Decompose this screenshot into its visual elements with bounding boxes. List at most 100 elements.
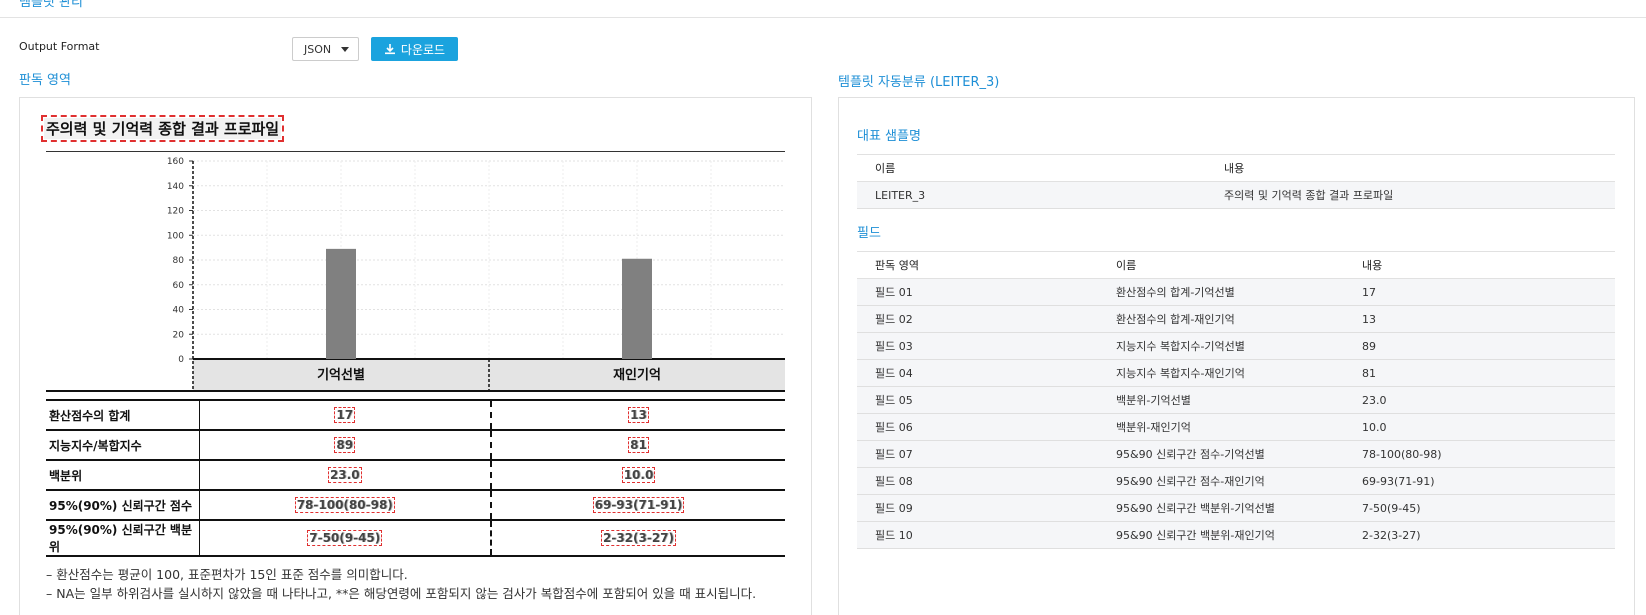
score-cell-memory-screening: 89 [199,429,492,460]
sample-name: LEITER_3 [857,181,1224,209]
score-row-label: 백분위 [46,459,200,490]
y-tick-label: 120 [167,207,184,217]
sample-row[interactable]: LEITER_3 주의력 및 기억력 종합 결과 프로파일 [857,181,1615,209]
field-name: 환산점수의 합계-재인기억 [1116,305,1362,333]
field-row[interactable]: 필드 01 환산점수의 합계-기억선별 17 [857,278,1615,306]
field-row[interactable]: 필드 09 95&90 신뢰구간 백분위-기억선별 7-50(9-45) [857,494,1615,522]
bar-2 [622,258,652,359]
score-row: 95%(90%) 신뢰구간 점수 78-100(80-98) 69-93(71-91… [46,489,785,520]
score-cell-memory-screening: 78-100(80-98) [199,489,492,520]
top-bar: 템플릿 관리 [0,0,1646,18]
field-content: 89 [1362,332,1615,360]
output-format-label: Output Format [19,40,100,53]
score-value[interactable]: 13 [628,407,649,423]
y-tick-label: 20 [173,330,185,340]
score-row: 환산점수의 합계 17 13 [46,399,785,430]
score-cell-recognition-memory: 13 [491,399,785,430]
field-content: 7-50(9-45) [1362,494,1615,522]
template-classification-title: 템플릿 자동분류 (LEITER_3) [838,75,1000,90]
score-value[interactable]: 89 [334,437,356,453]
field-row[interactable]: 필드 03 지능지수 복합지수-기억선별 89 [857,332,1615,360]
score-row-label: 95%(90%) 신뢰구간 점수 [46,489,200,520]
score-value[interactable]: 23.0 [327,467,362,483]
download-icon [384,44,395,55]
field-area: 필드 02 [857,305,1116,333]
y-tick-label: 160 [167,157,184,167]
y-tick-label: 60 [173,281,185,291]
score-row-label: 지능지수/복합지수 [46,429,200,460]
score-row-label: 95%(90%) 신뢰구간 백분위 [46,519,200,557]
score-value[interactable]: 2-32(3-27) [600,530,677,546]
score-value[interactable]: 17 [334,407,356,423]
field-name: 95&90 신뢰구간 백분위-재인기억 [1116,521,1362,549]
download-label: 다운로드 [400,42,446,57]
score-cell-memory-screening: 7-50(9-45) [199,519,492,557]
output-format-select[interactable]: JSON [292,37,359,61]
field-row[interactable]: 필드 04 지능지수 복합지수-재인기억 81 [857,359,1615,387]
y-tick-label: 100 [167,231,184,241]
sample-header-content: 내용 [1224,154,1615,182]
score-table: 환산점수의 합계 17 13 지능지수/복합지수 89 81 백분위 23.0 10.0 95%(… [46,399,785,557]
field-row[interactable]: 필드 02 환산점수의 합계-재인기억 13 [857,305,1615,333]
sample-table: 이름 내용 LEITER_3 주의력 및 기억력 종합 결과 프로파일 [857,154,1615,209]
y-tick-label: 140 [167,182,184,192]
score-cell-recognition-memory: 2-32(3-27) [491,519,785,557]
score-value[interactable]: 10.0 [621,467,656,483]
score-cell-memory-screening: 17 [199,399,492,430]
field-area: 필드 05 [857,386,1116,414]
breadcrumb[interactable]: 템플릿 관리 [19,0,83,10]
category-label: 기억선별 [317,367,365,383]
note-1: – 환산점수는 평균이 100, 표준편차가 15인 표준 점수를 의미합니다. [46,567,408,582]
category-label: 재인기억 [613,367,661,383]
reading-area-title: 판독 영역 [19,73,71,88]
field-name: 지능지수 복합지수-기억선별 [1116,332,1362,360]
field-row[interactable]: 필드 07 95&90 신뢰구간 점수-기억선별 78-100(80-98) [857,440,1615,468]
score-value[interactable]: 69-93(71-91) [592,497,685,513]
field-name: 백분위-기억선별 [1116,386,1362,414]
score-row: 지능지수/복합지수 89 81 [46,429,785,460]
field-name: 환산점수의 합계-기억선별 [1116,278,1362,306]
sample-heading: 대표 샘플명 [857,129,921,144]
fields-header-area: 판독 영역 [857,251,1116,279]
bar-chart: 0 20 40 60 80 100 120 140 160 기억선별 재인기억 [46,151,785,392]
field-name: 95&90 신뢰구간 점수-재인기억 [1116,467,1362,495]
note-2: – NA는 일부 하위검사를 실시하지 않았을 때 나타나고, **은 해당연령… [46,586,757,601]
fields-heading: 필드 [857,226,881,241]
field-row[interactable]: 필드 06 백분위-재인기억 10.0 [857,413,1615,441]
fields-table: 판독 영역 이름 내용 필드 01 환산점수의 합계-기억선별 17 필드 02 환산점… [857,251,1615,549]
field-content: 10.0 [1362,413,1615,441]
field-row[interactable]: 필드 08 95&90 신뢰구간 점수-재인기억 69-93(71-91) [857,467,1615,495]
fields-header-name: 이름 [1116,251,1362,279]
field-name: 95&90 신뢰구간 백분위-기억선별 [1116,494,1362,522]
field-area: 필드 03 [857,332,1116,360]
field-name: 지능지수 복합지수-재인기억 [1116,359,1362,387]
score-value[interactable]: 7-50(9-45) [307,530,383,546]
score-value[interactable]: 81 [628,437,649,453]
field-area: 필드 09 [857,494,1116,522]
score-cell-recognition-memory: 81 [491,429,785,460]
sample-content: 주의력 및 기억력 종합 결과 프로파일 [1224,181,1615,209]
field-row[interactable]: 필드 10 95&90 신뢰구간 백분위-재인기억 2-32(3-27) [857,521,1615,549]
field-content: 23.0 [1362,386,1615,414]
field-area: 필드 10 [857,521,1116,549]
field-content: 2-32(3-27) [1362,521,1615,549]
y-tick-label: 0 [178,355,184,365]
score-cell-memory-screening: 23.0 [199,459,492,490]
doc-title: 주의력 및 기억력 종합 결과 프로파일 [40,115,285,142]
score-value[interactable]: 78-100(80-98) [294,497,395,513]
field-row[interactable]: 필드 05 백분위-기억선별 23.0 [857,386,1615,414]
field-area: 필드 07 [857,440,1116,468]
score-row-label: 환산점수의 합계 [46,399,200,430]
sample-header-name: 이름 [857,154,1224,182]
field-name: 백분위-재인기억 [1116,413,1362,441]
chevron-down-icon [341,47,349,52]
field-content: 17 [1362,278,1615,306]
fields-header-content: 내용 [1362,251,1615,279]
score-cell-recognition-memory: 69-93(71-91) [491,489,785,520]
score-row: 백분위 23.0 10.0 [46,459,785,490]
field-area: 필드 01 [857,278,1116,306]
score-row: 95%(90%) 신뢰구간 백분위 7-50(9-45) 2-32(3-27) [46,519,785,557]
field-content: 78-100(80-98) [1362,440,1615,468]
download-button[interactable]: 다운로드 [371,37,458,61]
score-cell-recognition-memory: 10.0 [491,459,785,490]
